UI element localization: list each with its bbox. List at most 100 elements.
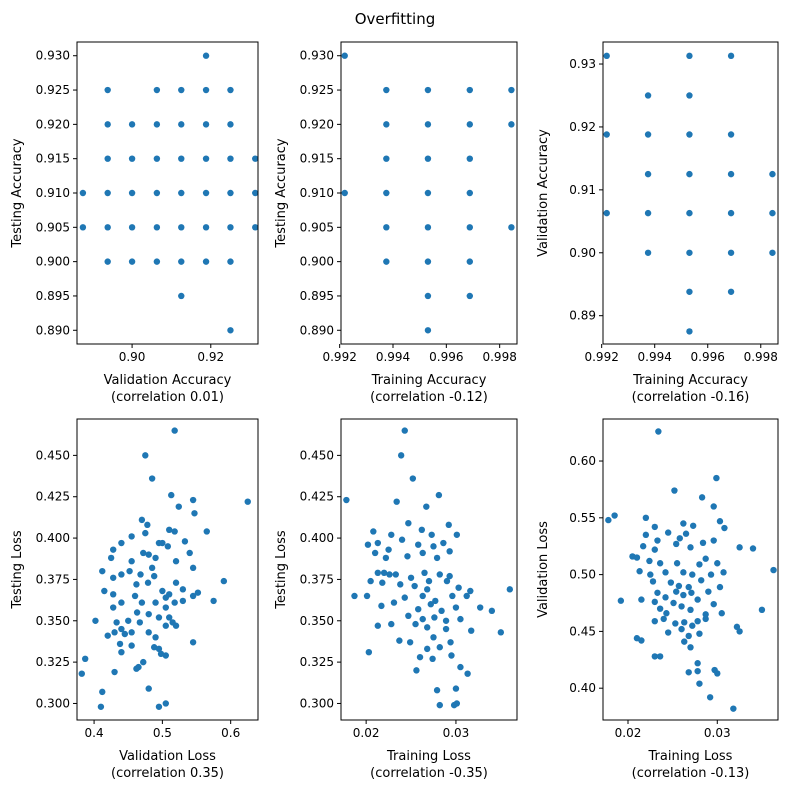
data-point <box>654 537 661 544</box>
data-point <box>175 503 182 510</box>
data-point <box>191 510 198 517</box>
data-point <box>664 529 672 536</box>
data-point <box>603 131 610 138</box>
data-point <box>687 544 694 551</box>
data-point <box>128 558 135 565</box>
data-point <box>694 617 701 625</box>
data-point <box>673 540 680 548</box>
data-point <box>445 521 452 529</box>
data-point <box>202 155 210 162</box>
data-point <box>144 579 152 586</box>
scatter-points <box>343 427 514 709</box>
data-point <box>424 155 432 162</box>
data-point <box>446 572 453 580</box>
data-point <box>252 155 259 162</box>
data-point <box>178 121 185 128</box>
data-point <box>162 622 169 629</box>
y-tick-label: 0.90 <box>569 246 596 260</box>
data-point <box>647 571 654 578</box>
data-point <box>162 700 169 707</box>
correlation-label: (correlation -0.35) <box>370 766 488 781</box>
data-point <box>128 642 135 649</box>
x-tick-label: 0.03 <box>443 726 470 740</box>
x-tick-label: 0.6 <box>221 726 240 740</box>
data-point <box>428 531 435 538</box>
data-point <box>227 121 234 128</box>
data-point <box>178 155 185 162</box>
data-point <box>696 680 703 687</box>
y-tick-label: 0.50 <box>569 568 596 582</box>
data-point <box>430 543 437 550</box>
data-point <box>508 224 515 231</box>
data-point <box>110 546 117 553</box>
data-point <box>227 224 234 231</box>
data-point <box>424 121 432 128</box>
data-point <box>686 249 693 256</box>
data-point <box>159 539 166 547</box>
data-point <box>419 615 426 623</box>
correlation-label: (correlation 0.01) <box>111 390 224 405</box>
y-tick-label: 0.89 <box>569 309 596 323</box>
data-point <box>136 619 144 626</box>
data-point <box>654 589 661 596</box>
data-point <box>418 526 426 534</box>
data-point <box>79 189 87 197</box>
data-point <box>393 498 400 505</box>
data-point <box>118 648 125 656</box>
y-axis-label: Testing Loss <box>274 530 289 610</box>
data-point <box>736 628 743 635</box>
x-tick-label: 0.992 <box>584 350 618 364</box>
y-tick-label: 0.920 <box>36 117 70 131</box>
data-point <box>424 327 432 334</box>
data-point <box>424 624 431 631</box>
data-point <box>252 224 259 231</box>
y-tick-label: 0.930 <box>300 49 334 63</box>
data-point <box>685 583 692 591</box>
data-point <box>140 549 147 557</box>
data-point <box>466 224 473 231</box>
data-point <box>421 569 428 577</box>
data-point <box>436 644 443 651</box>
data-point <box>423 503 430 510</box>
data-point <box>685 632 692 640</box>
data-point <box>720 569 727 576</box>
correlation-label: (correlation -0.12) <box>370 390 488 405</box>
data-point <box>605 516 612 524</box>
data-point <box>702 555 709 562</box>
data-point <box>419 592 426 600</box>
y-tick-label: 0.375 <box>300 572 334 586</box>
data-point <box>164 543 172 550</box>
data-point <box>172 579 180 586</box>
data-point <box>227 189 234 197</box>
data-point <box>673 588 680 595</box>
data-point <box>104 258 111 265</box>
x-axis-label: Training Loss <box>386 749 471 764</box>
data-point <box>398 536 406 543</box>
data-point <box>202 86 210 94</box>
data-point <box>138 599 146 606</box>
data-point <box>644 170 652 178</box>
data-point <box>104 86 111 94</box>
scatter-points <box>78 427 251 710</box>
data-point <box>380 569 388 577</box>
data-point <box>452 685 460 692</box>
data-point <box>104 224 111 231</box>
data-point <box>656 560 664 567</box>
data-point <box>148 475 156 482</box>
scatter-points <box>79 52 259 334</box>
data-point <box>386 571 393 578</box>
data-point <box>401 427 408 434</box>
y-tick-label: 0.895 <box>36 289 70 303</box>
data-point <box>611 512 618 519</box>
data-point <box>466 189 473 197</box>
x-tick-label: 0.4 <box>85 726 104 740</box>
data-point <box>203 528 210 535</box>
data-point <box>727 288 735 295</box>
data-point <box>104 121 111 128</box>
data-point <box>111 629 118 636</box>
data-point <box>172 558 180 565</box>
data-point <box>396 637 403 644</box>
data-point <box>466 292 473 300</box>
data-point <box>463 592 470 600</box>
